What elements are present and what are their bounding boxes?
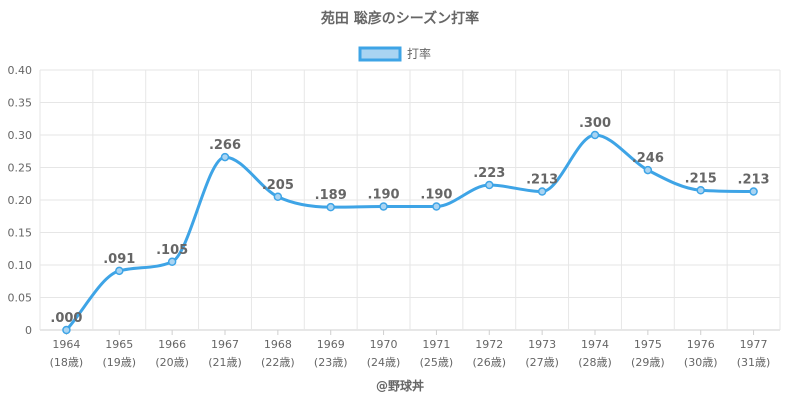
data-label: .213	[738, 173, 770, 188]
grid-layer	[39, 69, 781, 331]
y-tick-label: 0.20	[8, 194, 33, 207]
x-tick-age-label: (27歳)	[525, 356, 559, 369]
x-tick-label: 1970	[370, 338, 398, 351]
data-label: .246	[632, 151, 664, 166]
legend-swatch	[358, 46, 402, 62]
x-tick-age-label: (19歳)	[102, 356, 136, 369]
point-layer	[62, 130, 758, 335]
data-point[interactable]	[749, 187, 758, 196]
data-label-layer: .000 .091 .105 .266 .205 .189 .190 .190 .223 .213…	[50, 116, 769, 326]
data-point[interactable]	[485, 180, 494, 190]
data-label: .266	[209, 138, 241, 153]
x-tick-age-label: (23歳)	[314, 356, 348, 369]
y-tick-label: 0	[25, 324, 32, 337]
data-label: .091	[103, 252, 135, 267]
x-tick-age-label: (22歳)	[261, 356, 295, 369]
data-label: .205	[262, 178, 294, 193]
data-point[interactable]	[537, 187, 547, 196]
y-tick-label: 0.05	[8, 292, 33, 305]
y-tick-label: 0.25	[8, 162, 33, 175]
data-point[interactable]	[62, 325, 71, 335]
x-tick-label: 1973	[528, 338, 556, 351]
x-tick-label: 1974	[581, 338, 609, 351]
x-tick-label: 1969	[317, 338, 345, 351]
data-label: .223	[473, 166, 505, 181]
x-tick-label: 1975	[634, 338, 662, 351]
y-tick-label: 0.10	[8, 259, 33, 272]
x-tick-label: 1965	[105, 338, 133, 351]
data-point[interactable]	[643, 165, 653, 175]
x-tick-age-label: (26歳)	[472, 356, 506, 369]
chart-title: 苑田 聡彦のシーズン打率	[320, 10, 479, 27]
data-label: .215	[685, 171, 717, 186]
data-label: .213	[526, 173, 558, 188]
data-label: .190	[368, 188, 400, 203]
x-tick-age-label: (18歳)	[50, 356, 84, 369]
x-tick-age-label: (24歳)	[367, 356, 401, 369]
y-tick-label: 0.30	[8, 129, 33, 142]
x-tick-label: 1972	[475, 338, 503, 351]
x-tick-label: 1968	[264, 338, 292, 351]
data-point[interactable]	[590, 130, 600, 140]
x-tick-label: 1977	[740, 338, 768, 351]
x-tick-age-label: (29歳)	[631, 356, 665, 369]
x-tick-label: 1971	[422, 338, 450, 351]
legend-label: 打率	[407, 46, 431, 61]
x-tick-age-label: (25歳)	[420, 356, 454, 369]
y-axis-ticks: 0 0.05 0.10 0.15 0.20 0.25 0.30 0.35 0.40	[8, 64, 33, 337]
x-tick-age-label: (30歳)	[684, 356, 718, 369]
data-label: .190	[420, 188, 452, 203]
x-tick-label: 1966	[158, 338, 186, 351]
data-point[interactable]	[326, 202, 335, 212]
data-label: .189	[315, 188, 347, 203]
data-point[interactable]	[696, 186, 705, 195]
data-label: .300	[579, 116, 611, 131]
data-label: .000	[50, 311, 82, 326]
x-tick-age-label: (31歳)	[737, 356, 771, 369]
y-tick-label: 0.40	[8, 64, 33, 77]
y-tick-label: 0.15	[8, 227, 33, 240]
y-tick-label: 0.35	[8, 97, 33, 110]
data-point[interactable]	[167, 257, 177, 266]
x-tick-age-label: (20歳)	[155, 356, 189, 369]
x-axis-ticks: 1964 (18歳) 1965 (19歳) 1966 (20歳) 1967 (21歳) 1968…	[50, 330, 771, 369]
x-tick-age-label: (28歳)	[578, 356, 612, 369]
data-point[interactable]	[273, 192, 283, 201]
x-tick-label: 1964	[52, 338, 80, 351]
data-point[interactable]	[220, 152, 230, 162]
data-point[interactable]	[115, 266, 124, 276]
x-tick-label: 1967	[211, 338, 239, 351]
legend[interactable]: 打率	[358, 46, 431, 62]
x-tick-label: 1976	[687, 338, 715, 351]
data-point[interactable]	[379, 202, 388, 211]
x-tick-age-label: (21歳)	[208, 356, 242, 369]
data-label: .105	[156, 243, 188, 258]
data-point[interactable]	[432, 202, 441, 211]
chart-footer: @野球丼	[376, 378, 424, 393]
